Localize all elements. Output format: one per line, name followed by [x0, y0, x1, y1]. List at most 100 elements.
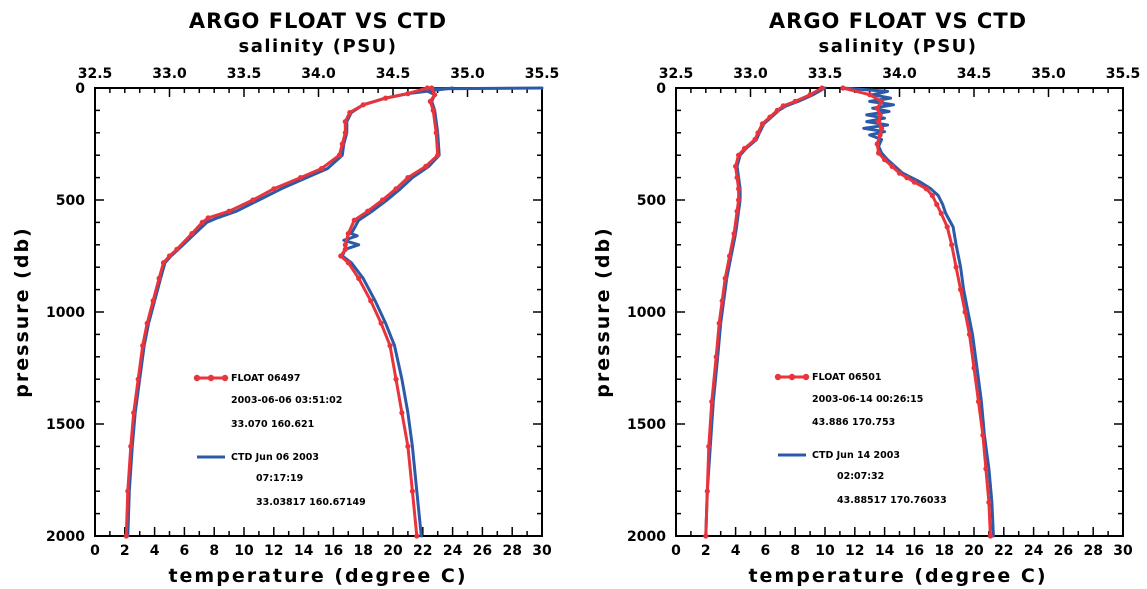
legend-float-datetime: 2003-06-06 03:51:02 [231, 395, 342, 406]
float-salinity-point [356, 275, 362, 281]
float-temperature-point [250, 197, 256, 203]
bottom-tick-label: 16 [905, 543, 924, 559]
float-temperature-point [199, 219, 205, 225]
float-temperature-point [205, 215, 211, 221]
bottom-tick-label: 10 [234, 543, 254, 559]
bottom-tick-label: 28 [502, 543, 521, 559]
float-temperature-point [759, 121, 766, 127]
float-salinity-point [975, 399, 982, 405]
top-tick-label: 33.0 [152, 66, 187, 82]
chart-left: ARGO FLOAT VS CTD salinity (PSU) 0 2 4 6 8 10… [11, 9, 559, 587]
top-tick-label: 34.5 [376, 66, 411, 82]
float-temperature-point [174, 246, 180, 252]
y-tick-label: 0 [75, 81, 85, 97]
float-salinity-point [879, 125, 885, 131]
y-tick-label: 1000 [627, 305, 666, 321]
float-temperature-point [703, 533, 709, 539]
float-temperature-point [318, 166, 325, 172]
float-temperature-point [752, 136, 758, 143]
plot-series [123, 85, 544, 539]
top-tick-label: 34.5 [957, 66, 992, 82]
legend-ctd-position: 33.03817 160.67149 [256, 497, 366, 508]
ctd-salinity-line [340, 86, 544, 538]
bottom-tick-label: 30 [1113, 543, 1133, 559]
bottom-tick-label: 16 [324, 543, 343, 559]
bottom-tick-label: 8 [209, 543, 219, 559]
y-axis-label: pressure (db) [592, 226, 614, 397]
top-axis-label: salinity (PSU) [818, 36, 977, 57]
float-temperature-point [156, 275, 162, 281]
top-tick-label: 35.5 [525, 66, 560, 82]
bottom-axis-label: temperature (degree C) [168, 565, 467, 587]
y-tick-label: 1000 [46, 305, 85, 321]
y-tick-label: 0 [656, 81, 666, 97]
float-temperature-point [271, 186, 277, 192]
float-temperature-point [736, 197, 742, 203]
plot-frame [675, 87, 1124, 537]
float-temperature-point [716, 320, 722, 326]
float-salinity-point [879, 98, 885, 104]
bottom-tick-label: 18 [353, 543, 372, 559]
chart-title: ARGO FLOAT VS CTD [189, 9, 447, 33]
float-salinity-point [368, 298, 374, 304]
float-salinity-point [980, 432, 986, 438]
float-temperature-point [405, 91, 411, 97]
y-tick-label: 2000 [46, 529, 85, 545]
legend-float-position: 33.070 160.621 [231, 419, 314, 430]
bottom-tick-label: 0 [90, 543, 100, 559]
float-salinity-point [432, 92, 438, 98]
bottom-tick-label: 28 [1083, 543, 1102, 559]
float-salinity-point [874, 105, 880, 111]
plot-frame [94, 87, 543, 537]
bottom-tick-label: 14 [294, 543, 314, 559]
float-salinity-point [378, 320, 384, 326]
bottom-tick-label: 14 [875, 543, 895, 559]
float-salinity-point [877, 112, 883, 118]
float-temperature-point [736, 186, 742, 192]
float-temperature-point [347, 110, 353, 116]
float-salinity-point [399, 410, 405, 416]
float-temperature-point [336, 152, 342, 158]
float-salinity-point [944, 224, 950, 230]
float-salinity-point [405, 443, 411, 449]
float-salinity-point [414, 533, 420, 539]
float-salinity-point [405, 175, 411, 181]
bottom-tick-label: 24 [443, 543, 463, 559]
float-temperature-point [736, 152, 742, 158]
y-tick-label: 500 [637, 193, 666, 209]
float-temperature-point [722, 275, 728, 281]
float-salinity-point [877, 132, 883, 138]
legend: FLOAT 06501 2003-06-14 00:26:15 43.886 1… [774, 372, 947, 506]
float-temperature-point [734, 208, 740, 214]
ctd-temperature-line [704, 86, 827, 538]
float-salinity-point [433, 130, 439, 136]
legend-ctd-position: 43.88517 170.76033 [837, 495, 947, 506]
float-salinity-point [365, 208, 371, 214]
float-temperature-point [727, 253, 733, 259]
float-salinity-point [934, 201, 940, 208]
top-tick-label: 35.0 [450, 66, 485, 82]
float-salinity-point [867, 92, 873, 98]
float-temperature-point [713, 354, 719, 360]
legend-ctd-time: 02:07:32 [837, 471, 884, 482]
float-salinity-point [929, 192, 935, 199]
top-tick-label: 33.5 [227, 66, 262, 82]
float-salinity-point [351, 217, 357, 223]
float-salinity-point [904, 175, 910, 181]
float-salinity-point [962, 309, 968, 315]
legend-float-position: 43.886 170.753 [812, 417, 895, 428]
bottom-tick-label: 6 [761, 543, 771, 559]
bottom-tick-label: 0 [671, 543, 681, 559]
float-temperature-point [792, 98, 798, 104]
float-temperature-point [123, 533, 129, 539]
y-tick-label: 1500 [46, 417, 85, 433]
float-temperature-point [360, 102, 366, 108]
float-salinity-point [342, 242, 348, 248]
bottom-tick-label: 8 [790, 543, 800, 559]
float-temperature-point [189, 231, 195, 237]
top-tick-label: 35.0 [1031, 66, 1066, 82]
float-salinity-point [882, 157, 888, 163]
bottom-tick-label: 24 [1024, 543, 1044, 559]
bottom-tick-label: 20 [964, 543, 984, 559]
